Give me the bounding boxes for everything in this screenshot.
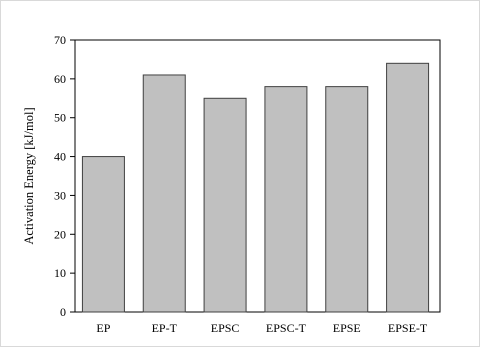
y-tick-label: 40 (54, 150, 66, 164)
y-tick-label: 60 (54, 72, 66, 86)
bar-epse-t (386, 62, 430, 313)
x-tick-label: EPSC (211, 321, 240, 335)
plot-area (74, 39, 441, 313)
y-axis: 0 10 20 30 40 50 60 70 (54, 33, 75, 319)
bar-ep (81, 156, 125, 313)
bar-ep-t (142, 74, 186, 313)
x-tick-label: EPSE-T (388, 321, 428, 335)
bars (81, 62, 430, 313)
x-tick-label: EPSE (333, 321, 361, 335)
x-tick-label: EPSC-T (266, 321, 307, 335)
bar-epsc (203, 97, 247, 313)
y-tick-label: 50 (54, 111, 66, 125)
y-axis-title: Activation Energy [kJ/mol] (22, 107, 36, 244)
y-tick-label: 10 (54, 266, 66, 280)
y-tick-label: 70 (54, 33, 66, 47)
x-tick-label: EP (96, 321, 110, 335)
x-tick-label: EP-T (152, 321, 178, 335)
y-tick-label: 0 (60, 305, 66, 319)
y-tick-label: 30 (54, 188, 66, 202)
y-tick-label: 20 (54, 227, 66, 241)
bar-epsc-t (264, 86, 308, 313)
x-axis: EP EP-T EPSC EPSC-T EPSE EPSE-T (96, 321, 428, 335)
bar-epse (325, 86, 369, 313)
